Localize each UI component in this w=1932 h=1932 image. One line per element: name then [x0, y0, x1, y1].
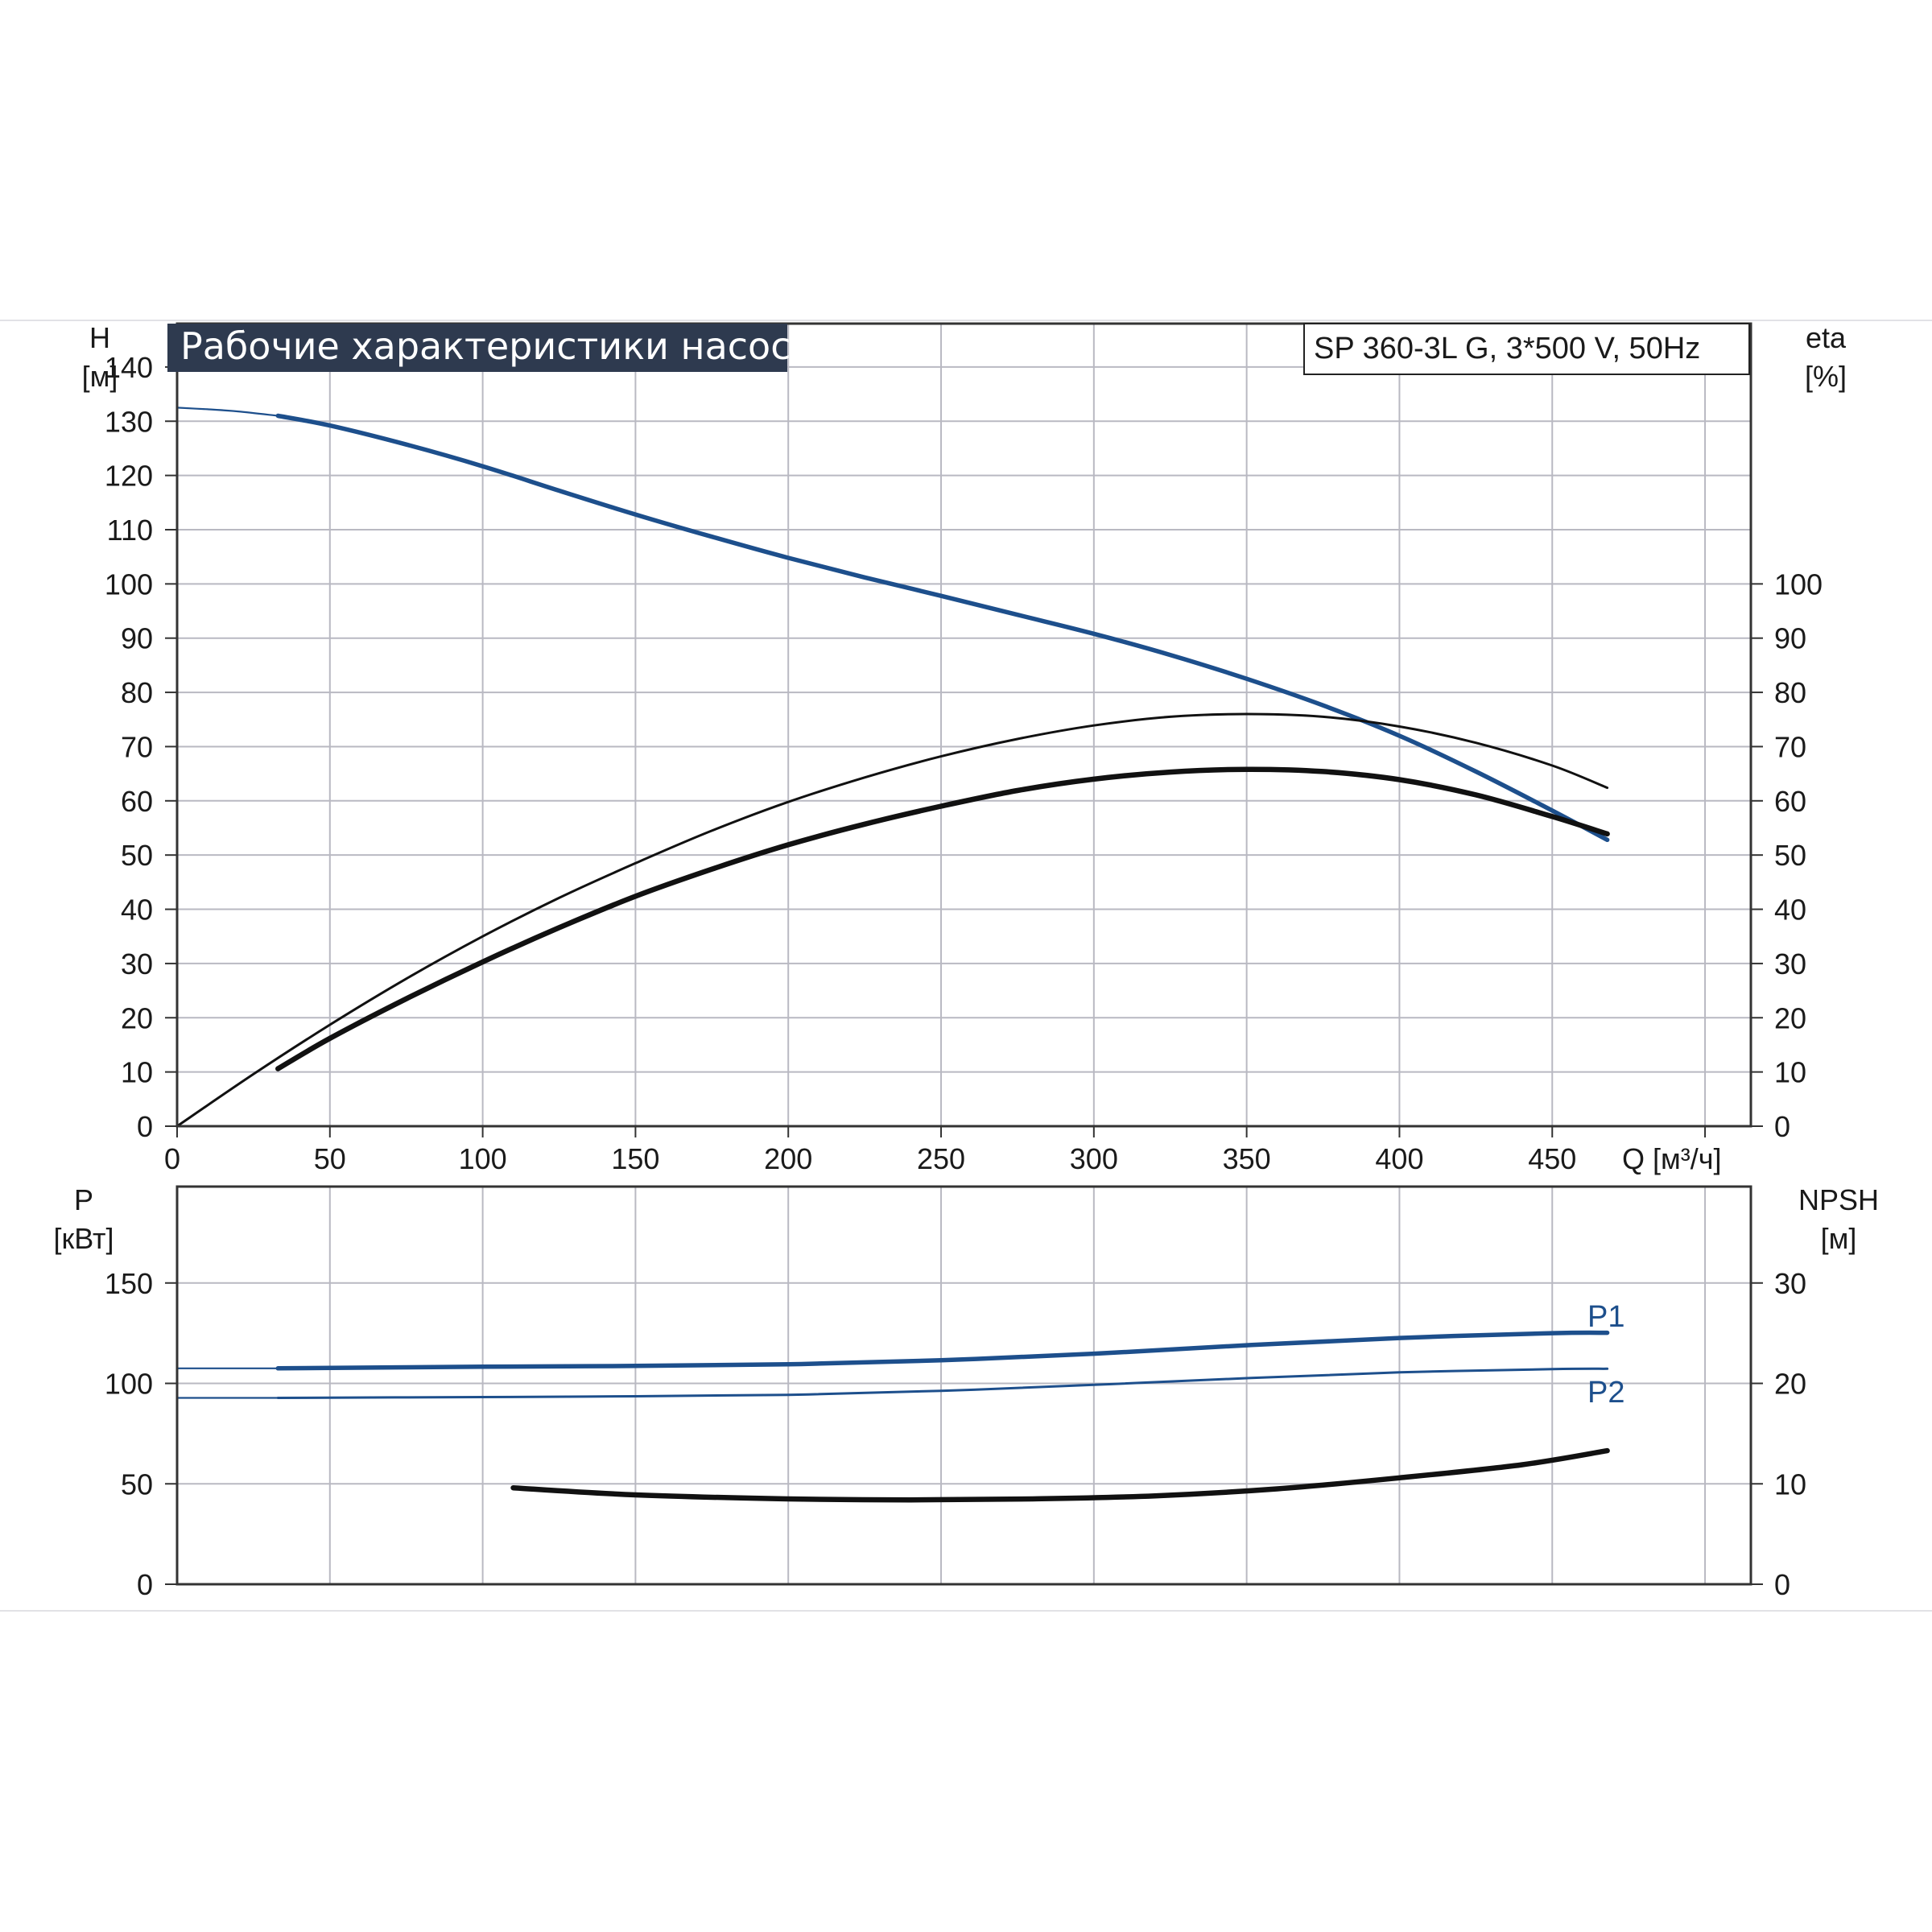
y-tick-label-left: 0 — [137, 1110, 153, 1143]
x-tick-label: 250 — [917, 1142, 965, 1175]
y-tick-label-left: 120 — [105, 460, 153, 493]
x-tick-label: 200 — [764, 1142, 812, 1175]
y-tick-label-left: 90 — [121, 622, 153, 655]
top-series-0-line — [275, 413, 1610, 843]
power-tick-label: 50 — [121, 1468, 153, 1501]
y-tick-label-right: 20 — [1774, 1001, 1806, 1034]
y-tick-label-right: 40 — [1774, 894, 1806, 927]
power-tick-label: 150 — [105, 1267, 153, 1300]
y-tick-label-right: 100 — [1774, 568, 1823, 601]
y-tick-label-right: 60 — [1774, 785, 1806, 818]
y-tick-label-right: 70 — [1774, 730, 1806, 763]
bottom-grid — [177, 1187, 1751, 1584]
x-tick-label: 100 — [459, 1142, 507, 1175]
chart-title: Рабочие характеристики насоса — [180, 324, 814, 368]
top-series-1-line — [175, 712, 1609, 1128]
x-tick-label: 450 — [1528, 1142, 1576, 1175]
head-efficiency-panel: 0 10 20 30 40 50 60 70 80 90 100 110 120 130 140 0 10 20 3… — [82, 321, 1847, 1175]
y-axis-title-left-symbol: H — [89, 321, 110, 354]
y-tick-label-left: 50 — [121, 839, 153, 872]
x-tick-label: 150 — [611, 1142, 659, 1175]
y-axis-title-right-unit: [%] — [1805, 360, 1847, 393]
bottom-ticks: 0 50 100 150 0 10 20 30 — [105, 1267, 1806, 1601]
npsh-tick-label: 0 — [1774, 1568, 1790, 1601]
npsh-axis-title-symbol: NPSH — [1798, 1183, 1879, 1216]
power-npsh-panel: 0 50 100 150 0 10 20 30 P [кВт] NPSH [м] P1 P2 — [53, 1183, 1879, 1601]
y-tick-label-left: 10 — [121, 1056, 153, 1089]
bottom-series — [177, 1330, 1610, 1503]
y-tick-label-left: 70 — [121, 730, 153, 763]
y-axis-title-right-symbol: eta — [1806, 321, 1847, 354]
y-tick-label-left: 60 — [121, 785, 153, 818]
power-tick-label: 100 — [105, 1368, 153, 1401]
x-tick-label: 400 — [1375, 1142, 1423, 1175]
npsh-tick-label: 10 — [1774, 1468, 1806, 1501]
x-tick-label: 50 — [314, 1142, 346, 1175]
y-tick-label-left: 20 — [121, 1001, 153, 1034]
power-axis-title-unit: [кВт] — [53, 1222, 114, 1255]
y-tick-label-left: 30 — [121, 947, 153, 980]
power-axis-title-symbol: P — [74, 1183, 93, 1216]
npsh-axis-title-unit: [м] — [1821, 1222, 1857, 1255]
top-series-2-line — [275, 766, 1610, 1071]
bottom-series-1-line — [276, 1367, 1609, 1399]
y-tick-label-right: 80 — [1774, 676, 1806, 709]
bottom-series-0-line — [275, 1330, 1610, 1371]
y-tick-label-right: 10 — [1774, 1056, 1806, 1089]
bottom-series-2-line — [510, 1447, 1610, 1503]
top-ticks: 0 10 20 30 40 50 60 70 80 90 100 110 120 130 140 0 10 20 3… — [105, 351, 1823, 1175]
top-series — [175, 407, 1610, 1128]
series-label-p2: P2 — [1587, 1376, 1624, 1410]
y-tick-label-left: 100 — [105, 568, 153, 601]
npsh-tick-label: 30 — [1774, 1267, 1806, 1300]
y-tick-label-left: 80 — [121, 676, 153, 709]
y-tick-label-right: 90 — [1774, 622, 1806, 655]
top-plot-frame — [175, 322, 1752, 1128]
top-series-0-lead — [176, 407, 279, 417]
y-tick-label-right: 30 — [1774, 947, 1806, 980]
npsh-tick-label: 20 — [1774, 1368, 1806, 1401]
x-tick-label: 300 — [1070, 1142, 1118, 1175]
y-tick-label-left: 110 — [107, 514, 153, 547]
x-tick-label: 0 — [164, 1142, 180, 1175]
top-grid — [177, 324, 1751, 1126]
y-tick-label-left: 140 — [105, 351, 153, 384]
bottom-plot-frame — [175, 1185, 1752, 1586]
power-tick-label: 0 — [137, 1568, 153, 1601]
x-axis-title: Q [м³/ч] — [1622, 1142, 1722, 1175]
y-tick-label-left: 40 — [121, 894, 153, 927]
y-axis-title-left-unit: [м] — [82, 360, 118, 393]
model-label: SP 360-3L G, 3*500 V, 50Hz — [1314, 332, 1700, 365]
model-label-box — [1303, 323, 1750, 375]
y-tick-label-right: 0 — [1774, 1110, 1790, 1143]
series-label-p1: P1 — [1587, 1300, 1624, 1334]
y-tick-label-left: 130 — [105, 405, 153, 438]
y-tick-label-right: 50 — [1774, 839, 1806, 872]
x-tick-label: 350 — [1223, 1142, 1271, 1175]
title-banner — [167, 324, 787, 372]
